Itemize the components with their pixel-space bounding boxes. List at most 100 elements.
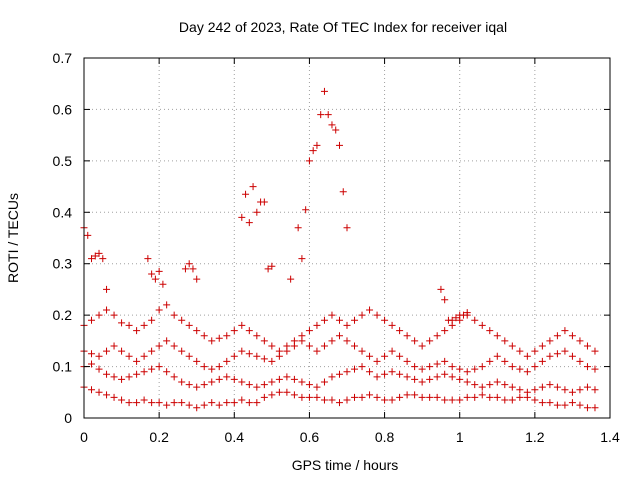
data-point [313,383,321,391]
data-point [366,391,374,399]
grid-lines [84,58,610,418]
data-point [110,393,118,401]
data-point [178,316,186,324]
data-point [95,388,103,396]
data-point [553,332,561,340]
data-point [433,332,441,340]
y-tick-label: 0.2 [53,307,73,323]
data-point [366,352,374,360]
data-point [287,275,295,283]
data-point [238,396,246,404]
data-point [170,373,178,381]
data-point [193,404,201,412]
data-point [351,365,359,373]
data-point [576,357,584,365]
data-point [125,321,133,329]
data-point [185,401,193,409]
data-point [230,399,238,407]
data-point [170,342,178,350]
data-point [320,342,328,350]
data-point [215,375,223,383]
data-point [305,327,313,335]
data-point [305,157,313,165]
data-point [215,363,223,371]
data-point [328,311,336,319]
data-point [170,399,178,407]
data-point [275,388,283,396]
data-point [298,378,306,386]
data-point [313,141,321,149]
data-point [418,365,426,373]
data-point [238,213,246,221]
data-point [381,316,389,324]
data-point [245,399,253,407]
data-point [373,311,381,319]
data-point [418,342,426,350]
data-point [238,321,246,329]
data-point [253,399,261,407]
data-point [456,396,464,404]
data-point [84,231,92,239]
y-tick-label: 0.1 [53,359,73,375]
y-tick-label: 0.6 [53,101,73,117]
data-point [110,311,118,319]
data-point [388,347,396,355]
data-point [103,370,111,378]
data-point [95,352,103,360]
data-point [418,393,426,401]
data-point [275,347,283,355]
y-tick-label: 0.3 [53,256,73,272]
data-point [351,342,359,350]
data-point [403,373,411,381]
data-point [275,375,283,383]
data-point [328,337,336,345]
x-tick-label: 0.2 [149,429,169,445]
data-point [546,352,554,360]
data-point [335,332,343,340]
data-point [320,396,328,404]
data-point [396,327,404,335]
data-point [381,370,389,378]
data-point [486,357,494,365]
chart-title: Day 242 of 2023, Rate Of TEC Index for r… [179,19,507,35]
data-point [215,334,223,342]
data-point [268,391,276,399]
data-points [80,87,599,412]
axis-ticks [83,57,611,419]
data-point [508,396,516,404]
data-point [118,319,126,327]
data-point [200,401,208,409]
data-point [339,188,347,196]
data-point [463,378,471,386]
data-point [125,373,133,381]
data-point [381,352,389,360]
data-point [268,357,276,365]
data-point [516,347,524,355]
data-point [373,393,381,401]
data-point [516,386,524,394]
y-tick-label: 0 [64,410,72,426]
data-point [568,332,576,340]
x-axis-label: GPS time / hours [292,457,399,473]
data-point [200,381,208,389]
y-axis-label: ROTI / TECUs [5,193,21,283]
data-point [388,396,396,404]
data-point [366,368,374,376]
data-point [343,337,351,345]
data-point [260,393,268,401]
data-point [155,363,163,371]
data-point [426,393,434,401]
data-point [238,347,246,355]
data-point [411,337,419,345]
data-point [508,342,516,350]
data-point [151,275,159,283]
data-point [88,386,96,394]
data-point [140,321,148,329]
data-point [178,347,186,355]
data-point [110,342,118,350]
data-point [538,383,546,391]
data-point [133,370,141,378]
data-point [478,363,486,371]
data-point [388,321,396,329]
